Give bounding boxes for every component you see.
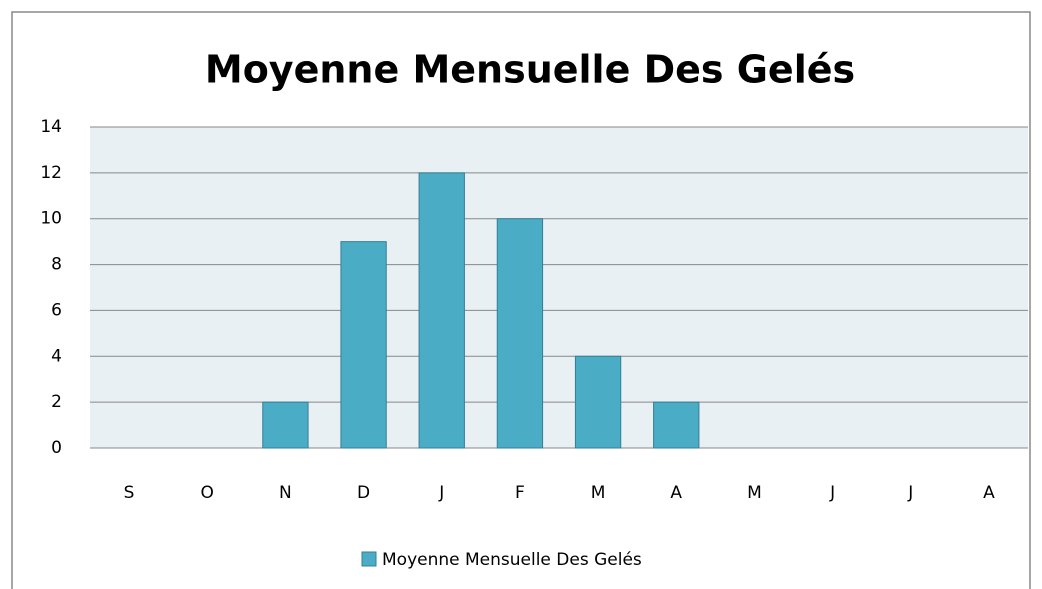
bar [418, 172, 465, 449]
x-tick-label: A [670, 483, 682, 503]
y-tick-label: 14 [40, 117, 62, 137]
x-tick-label: A [983, 483, 995, 503]
x-tick-label: D [357, 483, 370, 503]
legend-swatch [361, 551, 377, 567]
bar [653, 401, 700, 449]
x-tick-label: S [124, 483, 135, 503]
y-tick-label: 2 [51, 392, 62, 412]
y-tick-label: 0 [51, 438, 62, 458]
chart-title: Moyenne Mensuelle Des Gelés [205, 48, 855, 92]
y-tick-label: 8 [51, 255, 62, 275]
x-tick-label: M [747, 483, 762, 503]
y-tick-label: 6 [51, 300, 62, 320]
x-tick-label: N [279, 483, 292, 503]
bar [262, 401, 309, 449]
x-tick-label: F [515, 483, 525, 503]
legend-label: Moyenne Mensuelle Des Gelés [382, 550, 642, 570]
y-tick-label: 4 [51, 346, 62, 366]
plot-area [90, 127, 1028, 448]
bar [340, 241, 387, 449]
x-tick-label: M [591, 483, 606, 503]
x-tick-label: J [829, 483, 835, 503]
bar [496, 218, 544, 449]
bar [574, 355, 622, 449]
x-tick-label: J [907, 483, 913, 503]
y-tick-label: 12 [40, 163, 62, 183]
x-tick-label: J [438, 483, 444, 503]
y-tick-label: 10 [40, 209, 62, 229]
x-tick-label: O [201, 483, 214, 503]
